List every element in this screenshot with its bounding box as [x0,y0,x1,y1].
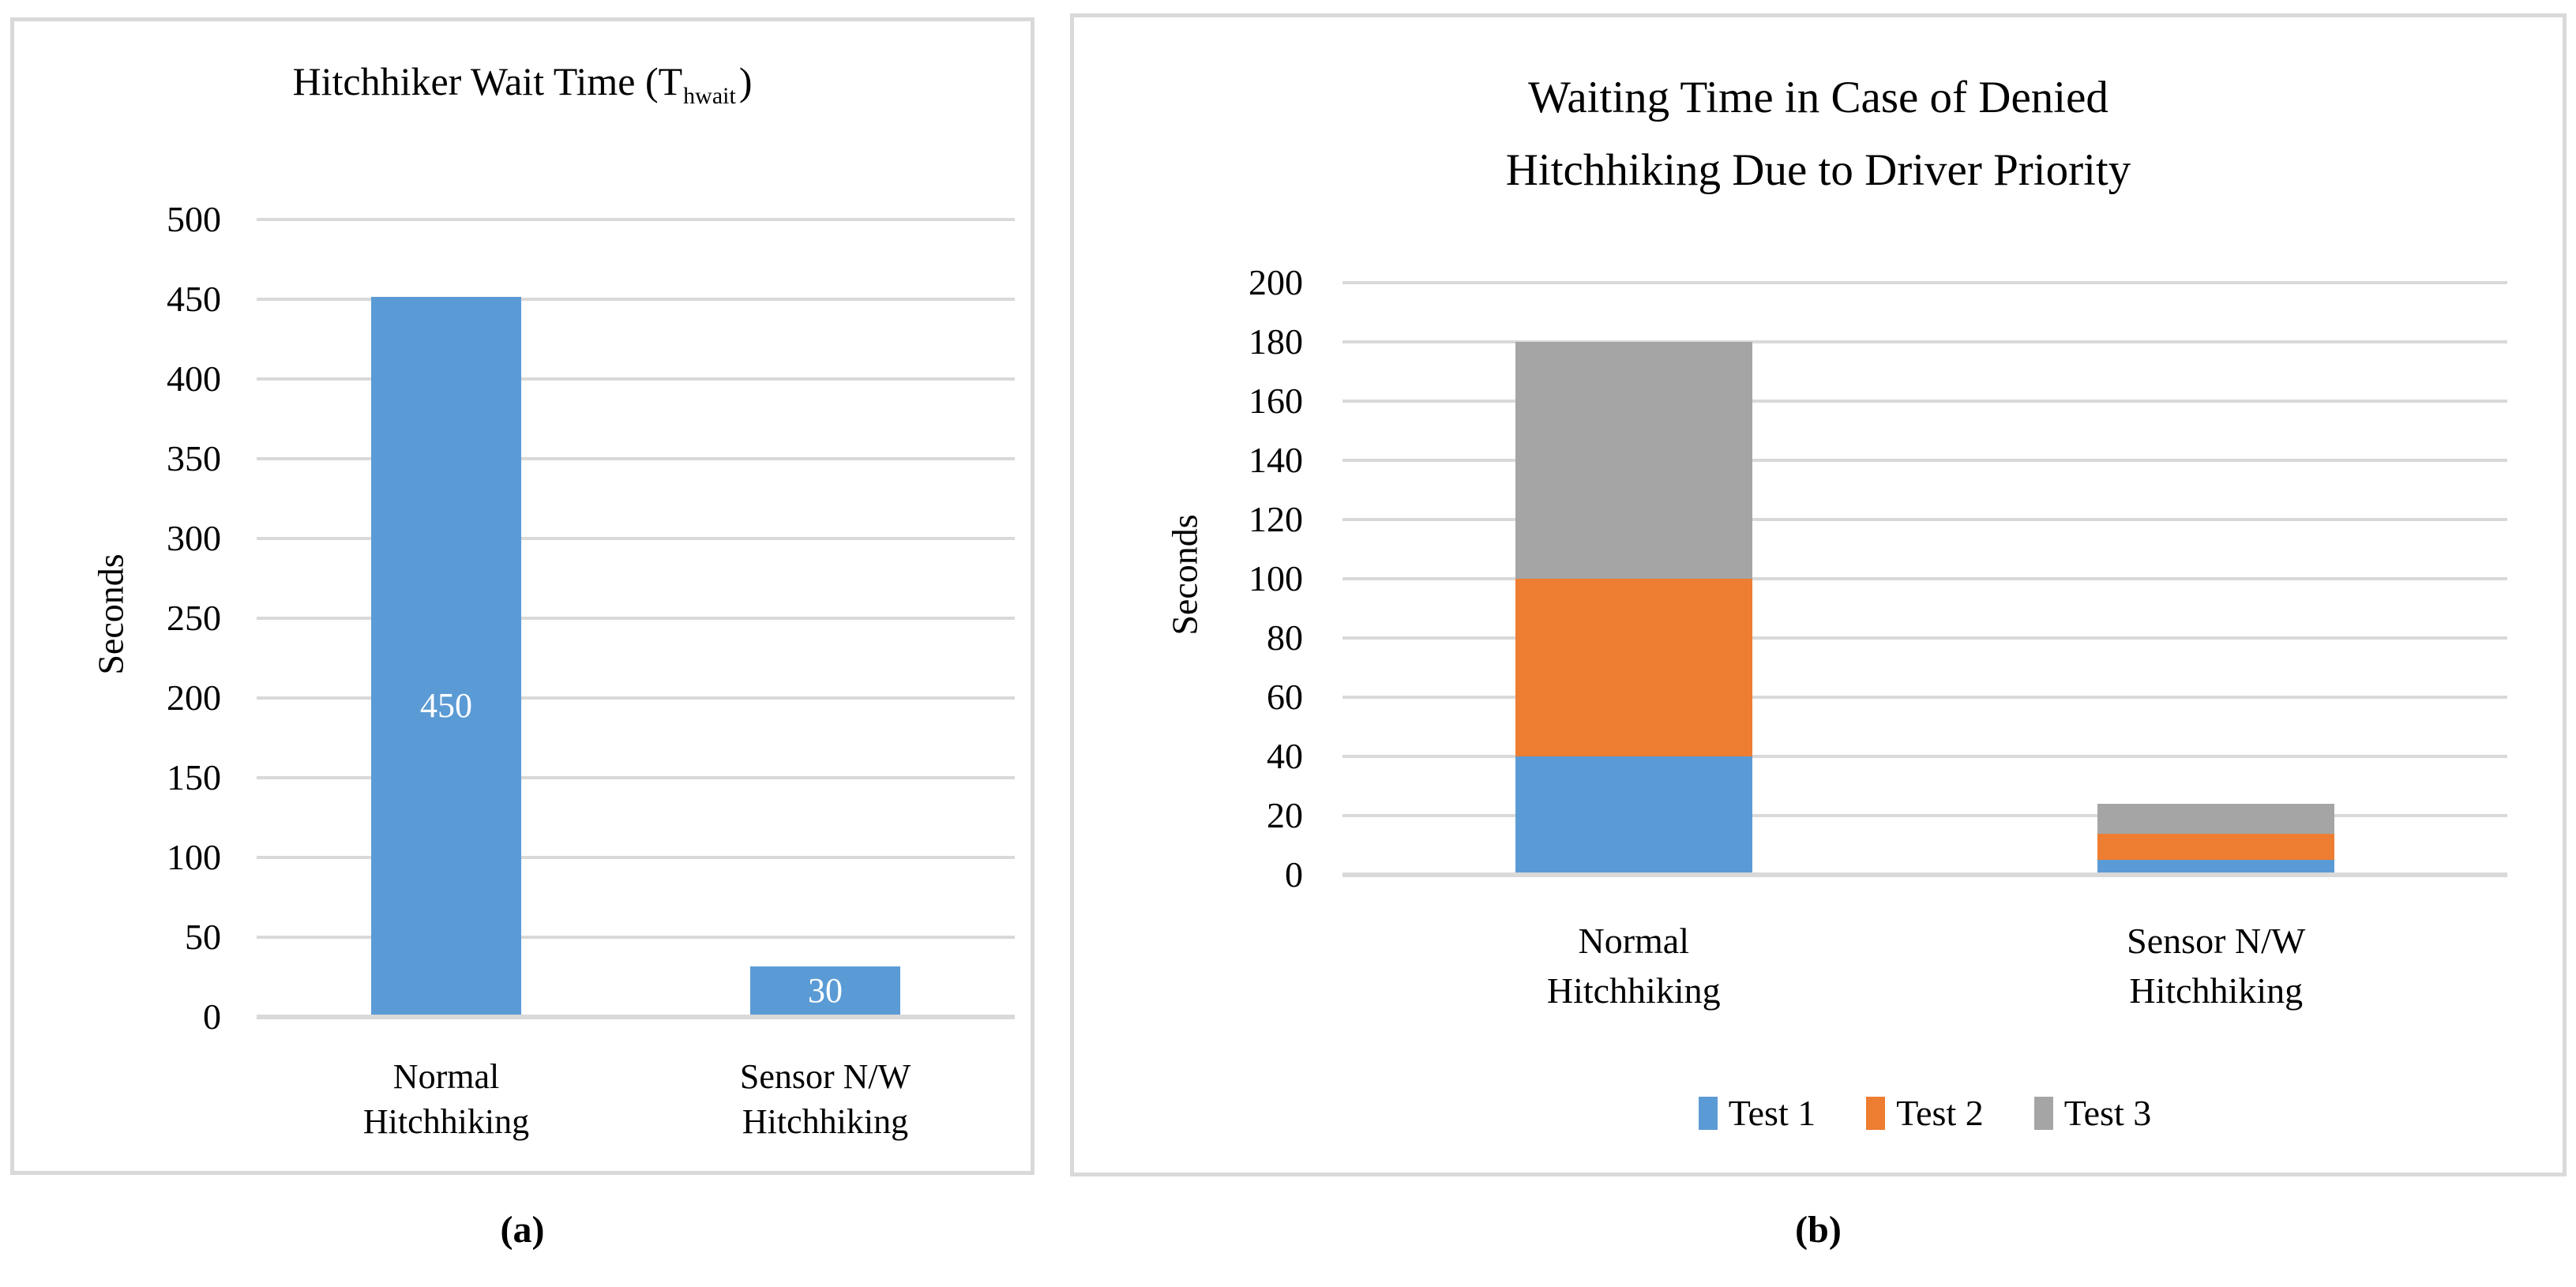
ytick-label-250: 250 [167,598,221,638]
bar-value-label-1: 30 [808,970,843,1010]
category-label-line: Normal [392,1057,500,1096]
gridline-500 [257,218,1015,221]
gridline-60 [1342,696,2507,699]
ytick-label-150: 150 [167,757,221,797]
gridline-180 [1342,340,2507,343]
ytick-label-100: 100 [167,837,221,877]
gridline-80 [1342,636,2507,640]
ytick-label-120: 120 [1249,499,1303,539]
gridline-140 [1342,459,2507,462]
ytick-label-50: 50 [185,917,221,957]
bar-segment-test-1-cat0 [1515,756,1752,872]
category-label-line: Hitchhiking [2129,970,2304,1011]
category-label-1: Sensor N/W Hitchhiking [652,1054,999,1144]
legend-swatch-icon [1866,1097,1886,1130]
category-label-line: Hitchhiking [742,1102,909,1141]
legend-item-test-3: Test 3 [2033,1093,2152,1134]
gridline-0 [257,1015,1015,1019]
ytick-label-500: 500 [167,199,221,239]
right-title-line-2: Hitchhiking Due to Driver Priority [1505,145,2131,195]
ytick-label-200: 200 [1249,262,1303,302]
gridline-400 [257,377,1015,381]
left-title-subscript: hwait [683,83,736,109]
gridline-40 [1342,755,2507,758]
ytick-label-0: 0 [1285,854,1303,895]
category-label-0: Normal Hitchhiking [272,1054,620,1144]
gridline-250 [257,617,1015,620]
category-label-0: Normal Hitchhiking [1444,916,1823,1015]
ytick-label-450: 450 [167,279,221,319]
gridline-0 [1342,872,2507,877]
bar-1 [750,966,900,1015]
gridline-120 [1342,518,2507,521]
left-title-prefix: Hitchhiker Wait Time (T [292,59,683,103]
left-chart-title: Hitchhiker Wait Time (Thwait) [14,56,1031,122]
bar-segment-test-2-cat1 [2097,833,2335,861]
gridline-50 [257,936,1015,939]
gridline-160 [1342,400,2507,403]
ytick-label-140: 140 [1249,440,1303,480]
ytick-label-300: 300 [167,518,221,558]
right-title-line-1: Waiting Time in Case of Denied [1528,73,2108,122]
gridline-150 [257,776,1015,779]
category-label-line: Hitchhiking [362,1102,530,1141]
category-label-line: Sensor N/W [2127,921,2306,961]
gridline-200 [257,696,1015,700]
gridline-100 [257,856,1015,859]
bar-segment-test-3-cat1 [2097,804,2335,834]
bar-segment-test-1-cat1 [2097,860,2335,872]
left-title-suffix: ) [738,59,753,103]
legend-swatch-icon [1698,1097,1718,1130]
ytick-label-80: 80 [1267,617,1303,658]
right-chart: Waiting Time in Case of Denied Hitchhiki… [1074,17,2563,1173]
legend-label: Test 1 [1728,1093,1816,1133]
category-label-line: Normal [1578,921,1689,961]
caption-a: (a) [500,1209,545,1251]
bar-value-label-0: 450 [420,686,472,726]
legend-swatch-icon [2033,1097,2053,1130]
legend-item-test-1: Test 1 [1698,1093,1816,1134]
ytick-label-160: 160 [1249,381,1303,421]
caption-b: (b) [1795,1209,1842,1251]
legend-item-test-2: Test 2 [1866,1093,1984,1134]
panel-right-chart: Waiting Time in Case of Denied Hitchhiki… [1070,13,2567,1176]
category-label-line: Hitchhiking [1546,970,1721,1011]
gridline-100 [1342,577,2507,580]
bar-segment-test-2-cat0 [1515,579,1752,756]
legend-label: Test 2 [1896,1093,1984,1133]
gridline-200 [1342,281,2507,284]
legend: Test 1 Test 2 Test 3 [1342,1090,2507,1137]
ytick-label-20: 20 [1267,795,1303,835]
ytick-label-400: 400 [167,358,221,399]
ytick-label-200: 200 [167,677,221,718]
gridline-20 [1342,814,2507,817]
gridline-450 [257,298,1015,301]
bar-segment-test-3-cat0 [1515,342,1752,579]
ytick-label-100: 100 [1249,558,1303,598]
legend-label: Test 3 [2063,1093,2152,1133]
ytick-label-180: 180 [1249,321,1303,362]
category-label-1: Sensor N/W Hitchhiking [2026,916,2405,1015]
bar-0 [371,297,521,1015]
ytick-label-40: 40 [1267,736,1303,776]
ytick-label-0: 0 [203,996,221,1037]
gridline-350 [257,457,1015,460]
right-chart-title: Waiting Time in Case of Denied Hitchhiki… [1074,62,2563,207]
ytick-label-60: 60 [1267,677,1303,717]
ytick-label-350: 350 [167,438,221,478]
category-label-line: Sensor N/W [739,1057,911,1096]
gridline-300 [257,537,1015,540]
